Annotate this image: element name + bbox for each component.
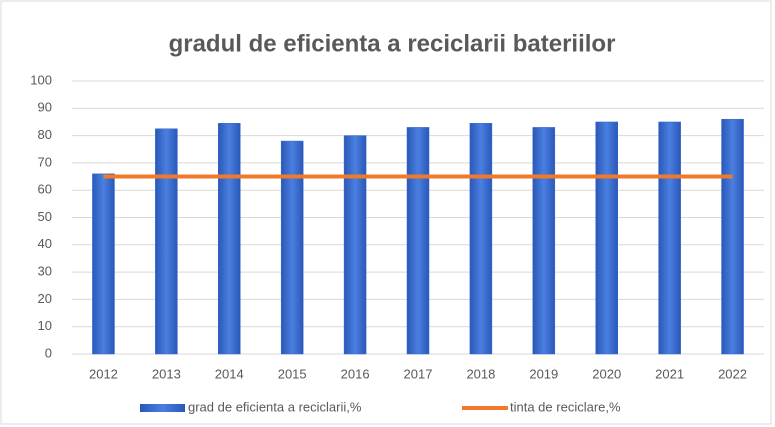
y-tick-label: 60 <box>38 182 52 197</box>
y-tick-label: 40 <box>38 236 52 251</box>
bar <box>92 173 115 355</box>
bar <box>469 123 493 355</box>
y-tick-label: 30 <box>38 264 52 279</box>
x-tick-label: 2017 <box>404 366 433 381</box>
bar <box>406 127 430 355</box>
x-tick-label: 2015 <box>278 366 307 381</box>
x-tick-label: 2020 <box>592 366 621 381</box>
y-tick-label: 20 <box>38 291 52 306</box>
y-tick-label: 80 <box>38 127 52 142</box>
x-tick-label: 2019 <box>529 366 558 381</box>
x-tick-label: 2012 <box>89 366 118 381</box>
legend-label: tinta de reciclare,% <box>510 399 621 414</box>
x-tick-label: 2021 <box>655 366 684 381</box>
x-tick-label: 2022 <box>718 366 747 381</box>
bar <box>721 118 744 355</box>
x-tick-label: 2014 <box>215 366 244 381</box>
y-tick-label: 10 <box>38 318 52 333</box>
chart-title: gradul de eficienta a reciclarii baterii… <box>169 30 616 57</box>
bar <box>155 128 178 355</box>
y-tick-label: 90 <box>38 100 52 115</box>
x-tick-label: 2013 <box>152 366 181 381</box>
y-tick-label: 0 <box>45 345 52 360</box>
x-tick-label: 2018 <box>466 366 495 381</box>
y-tick-label: 50 <box>38 209 52 224</box>
y-tick-label: 100 <box>30 72 52 87</box>
legend-swatch <box>140 404 185 412</box>
bar <box>595 121 618 355</box>
bar <box>658 121 681 355</box>
bar <box>343 135 367 355</box>
bar <box>532 127 556 355</box>
legend-label: grad de eficienta a reciclarii,% <box>188 399 362 414</box>
x-tick-label: 2016 <box>341 366 370 381</box>
bar <box>280 140 304 355</box>
y-tick-label: 70 <box>38 154 52 169</box>
bar <box>218 123 241 355</box>
